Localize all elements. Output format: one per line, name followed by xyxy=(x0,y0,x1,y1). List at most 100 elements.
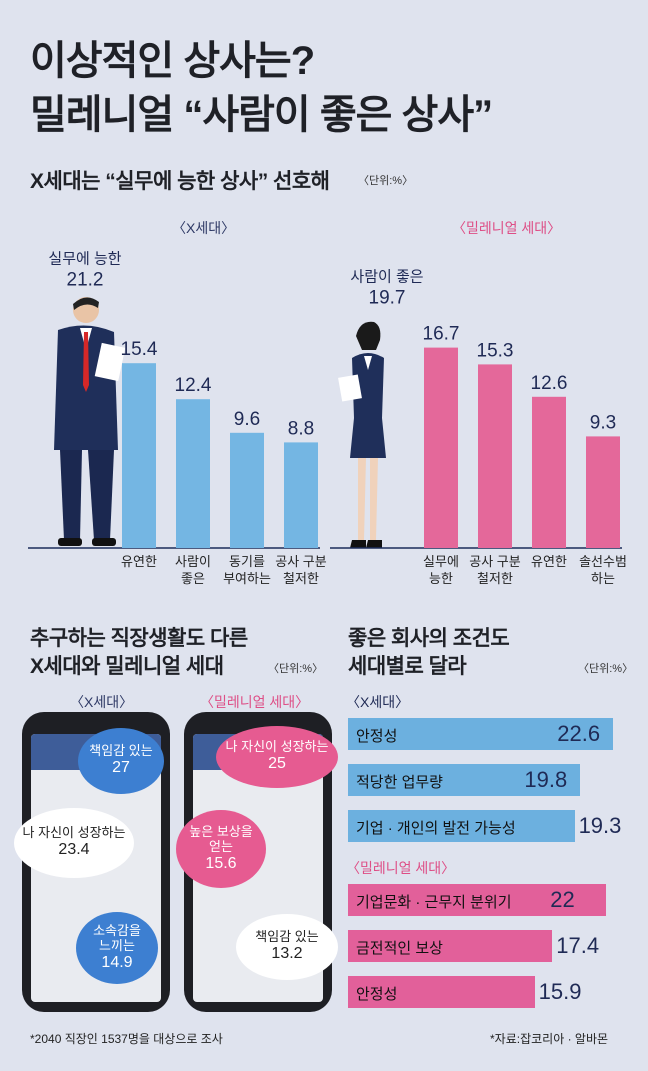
x-bubble-growth: 나 자신이 성장하는 23.4 xyxy=(14,808,134,878)
x-hbar-value-2: 19.3 xyxy=(578,813,622,838)
x-bar-value-label-3: 9.6 xyxy=(234,409,260,430)
x-bar-tick-label-1-0: 유연한 xyxy=(121,554,157,569)
m-bar-bar-1 xyxy=(424,347,458,548)
m-bar-tick-label-4-1: 하는 xyxy=(591,571,615,586)
m-gen-label-2: 〈밀레니얼 세대〉 xyxy=(200,694,310,710)
m-hbar-value-0: 22 xyxy=(550,887,575,912)
m-bar-tick-label-3-0: 유연한 xyxy=(531,554,567,569)
m-bar-tick-label-2-0: 공사 구분 xyxy=(469,554,520,569)
x-bubble-belonging: 소속감을 느끼는 14.9 xyxy=(76,912,158,984)
x-bar-tick-label-2-1: 좋은 xyxy=(181,571,205,586)
m-bar-tick-label-1-1: 능한 xyxy=(429,571,453,586)
m-bar-tick-label-4-0: 솔선수범 xyxy=(579,554,627,569)
x-bubble-responsible-label: 책임감 있는 xyxy=(89,743,153,759)
x-bubble-growth-value: 23.4 xyxy=(58,841,90,859)
x-bar-tick-label-3-1: 부여하는 xyxy=(223,571,271,586)
x-hbar-label-0: 안정성 xyxy=(356,728,398,745)
footnote-right: *자료:잡코리아 · 알바몬 xyxy=(490,1032,609,1046)
m-hbar-value-1: 17.4 xyxy=(556,933,600,958)
m-bubble-growth-label: 나 자신이 성장하는 xyxy=(225,739,329,755)
x-bar-bar-3 xyxy=(230,432,264,548)
x-gen-label-1: 〈X세대〉 xyxy=(172,220,236,236)
x-gen-label-3: 〈X세대〉 xyxy=(346,694,410,710)
m-bar-tick-label-1-0: 실무에 xyxy=(423,554,459,569)
m-bubble-responsible-label: 책임감 있는 xyxy=(255,929,319,945)
x-gen-label-2: 〈X세대〉 xyxy=(70,694,134,710)
x-bar-tick-label-2-0: 사람이 xyxy=(175,554,211,569)
x-hbar-bar-1 xyxy=(348,764,581,796)
businessman-illustration xyxy=(54,297,126,546)
x-bar-value-label-1: 15.4 xyxy=(121,339,158,360)
m-gen-label-1: 〈밀레니얼 세대〉 xyxy=(452,220,562,236)
m-bar-bar-4 xyxy=(586,436,620,548)
businesswoman-illustration xyxy=(338,321,386,548)
m-hbar-bar-0 xyxy=(348,884,607,916)
x-bar-value-label-2: 12.4 xyxy=(175,375,212,396)
m-bar-tick-label-0-0: 사람이 좋은 xyxy=(350,269,423,286)
section2-title-line-1: 추구하는 직장생활도 다른 xyxy=(30,627,248,650)
x-bar-tick-label-3-0: 동기를 xyxy=(229,554,265,569)
x-hbar-value-0: 22.6 xyxy=(557,721,601,746)
m-hbar-label-0: 기업문화 · 근무지 분위기 xyxy=(356,894,512,911)
headline-line-1: 이상적인 상사는? xyxy=(30,39,315,83)
x-bar-tick-label-0-0: 실무에 능한 xyxy=(48,251,121,268)
m-hbar-bar-1 xyxy=(348,930,553,962)
x-bar-bar-2 xyxy=(176,399,210,548)
m-bar-value-label-1: 16.7 xyxy=(423,324,460,345)
x-bar-bar-4 xyxy=(284,442,318,548)
x-hbar-bar-2 xyxy=(348,810,575,842)
x-hbar-row-2: 기업 · 개인의 발전 가능성 19.3 xyxy=(348,810,621,842)
section2-unit: 〈단위:%〉 xyxy=(268,663,324,675)
section3-unit: 〈단위:%〉 xyxy=(578,663,634,675)
m-bar-value-label-3: 12.6 xyxy=(531,373,568,394)
x-bubble-growth-label: 나 자신이 성장하는 xyxy=(22,825,126,841)
m-hbar-label-2: 안정성 xyxy=(356,986,398,1003)
m-gen-label-3: 〈밀레니얼 세대〉 xyxy=(346,860,456,876)
x-bar-bar-1 xyxy=(122,363,156,548)
x-bubble-belonging-label-2: 느끼는 xyxy=(99,937,135,953)
m-hbar-row-1: 금전적인 보상 17.4 xyxy=(348,930,618,962)
m-bar-value-label-0: 19.7 xyxy=(369,288,406,309)
x-bubble-belonging-value: 14.9 xyxy=(101,953,133,971)
m-bubble-responsible-value: 13.2 xyxy=(271,945,303,963)
section3-title-line-2: 세대별로 달라 xyxy=(348,655,467,678)
m-bar-value-label-2: 15.3 xyxy=(477,340,514,361)
m-bubble-reward: 높은 보상을 얻는 15.6 xyxy=(176,810,266,888)
m-bubble-responsible: 책임감 있는 13.2 xyxy=(236,914,338,980)
m-bar-value-label-4: 9.3 xyxy=(590,412,616,433)
m-hbar-row-0: 기업문화 · 근무지 분위기 22 xyxy=(348,884,618,916)
m-bar-bar-2 xyxy=(478,364,512,548)
x-bubble-belonging-label-1: 소속감을 xyxy=(93,922,141,938)
x-hbar-value-1: 19.8 xyxy=(524,767,568,792)
section1-unit: 〈단위:%〉 xyxy=(358,175,414,187)
m-hbar-label-1: 금전적인 보상 xyxy=(356,940,443,957)
headline-line-2: 밀레니얼 “사람이 좋은 상사” xyxy=(30,93,493,137)
x-bubble-responsible-value: 27 xyxy=(112,759,130,777)
section2-title-line-2: X세대와 밀레니얼 세대 xyxy=(30,655,224,678)
m-bubble-growth: 나 자신이 성장하는 25 xyxy=(216,726,338,788)
x-bar-tick-label-4-0: 공사 구분 xyxy=(275,554,326,569)
m-bubble-reward-value: 15.6 xyxy=(205,854,237,872)
m-bubble-reward-label-1: 높은 보상을 xyxy=(189,823,253,839)
m-bar-bar-3 xyxy=(532,396,566,548)
m-hbar-value-2: 15.9 xyxy=(538,979,582,1004)
m-bubble-reward-label-2: 얻는 xyxy=(209,838,233,854)
x-hbar-bar-0 xyxy=(348,718,614,750)
x-bar-value-label-0: 21.2 xyxy=(67,270,104,291)
footnote-left: *2040 직장인 1537명을 대상으로 조사 xyxy=(30,1032,223,1046)
x-hbar-label-2: 기업 · 개인의 발전 가능성 xyxy=(356,820,516,837)
m-bubble-growth-value: 25 xyxy=(268,755,286,773)
x-hbar-row-0: 안정성 22.6 xyxy=(348,718,618,750)
x-bar-tick-label-4-1: 철저한 xyxy=(283,571,319,586)
m-hbar-row-2: 안정성 15.9 xyxy=(348,976,618,1008)
x-hbar-label-1: 적당한 업무량 xyxy=(356,774,443,791)
x-hbar-row-1: 적당한 업무량 19.8 xyxy=(348,764,618,796)
section1-title: X세대는 “실무에 능한 상사” 선호해 xyxy=(30,170,330,193)
m-bar-tick-label-2-1: 철저한 xyxy=(477,571,513,586)
x-bubble-responsible: 책임감 있는 27 xyxy=(78,728,164,794)
x-bar-value-label-4: 8.8 xyxy=(288,418,314,439)
section3-title-line-1: 좋은 회사의 조건도 xyxy=(348,627,510,650)
m-hbar-bar-2 xyxy=(348,976,535,1008)
